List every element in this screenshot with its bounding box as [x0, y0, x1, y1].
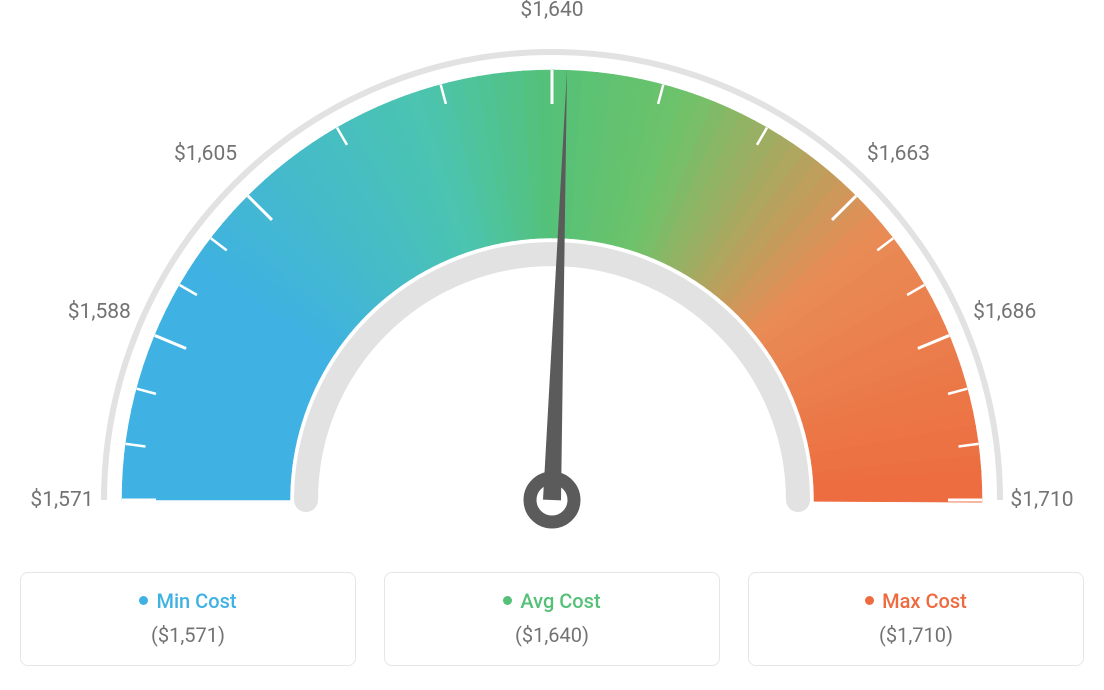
legend-title-min: Min Cost [31, 589, 345, 613]
legend-value-avg: ($1,640) [395, 623, 709, 647]
legend-card-min: Min Cost ($1,571) [20, 572, 356, 666]
legend-dot-icon [503, 596, 512, 605]
gauge-tick-label: $1,686 [973, 300, 1036, 324]
legend-title-avg: Avg Cost [395, 589, 709, 613]
legend-title-max: Max Cost [759, 589, 1073, 613]
legend-value-max: ($1,710) [759, 623, 1073, 647]
gauge-chart: $1,571$1,588$1,605$1,640$1,663$1,686$1,7… [20, 20, 1084, 560]
legend-card-max: Max Cost ($1,710) [748, 572, 1084, 666]
legend-dot-icon [139, 596, 148, 605]
legend-label-text: Min Cost [156, 589, 236, 613]
gauge-tick-label: $1,663 [867, 142, 930, 166]
gauge-tick-label: $1,710 [1010, 488, 1073, 512]
legend-label-text: Avg Cost [520, 589, 600, 613]
legend-value-min: ($1,571) [31, 623, 345, 647]
gauge-tick-label: $1,571 [30, 488, 93, 512]
legend-card-avg: Avg Cost ($1,640) [384, 572, 720, 666]
legend-row: Min Cost ($1,571) Avg Cost ($1,640) Max Cost… [20, 572, 1084, 666]
legend-label-text: Max Cost [882, 589, 967, 613]
gauge-tick-label: $1,605 [174, 142, 237, 166]
legend-dot-icon [865, 596, 874, 605]
gauge-tick-label: $1,640 [520, 0, 583, 22]
gauge-tick-label: $1,588 [68, 300, 131, 324]
gauge-svg [20, 20, 1084, 560]
